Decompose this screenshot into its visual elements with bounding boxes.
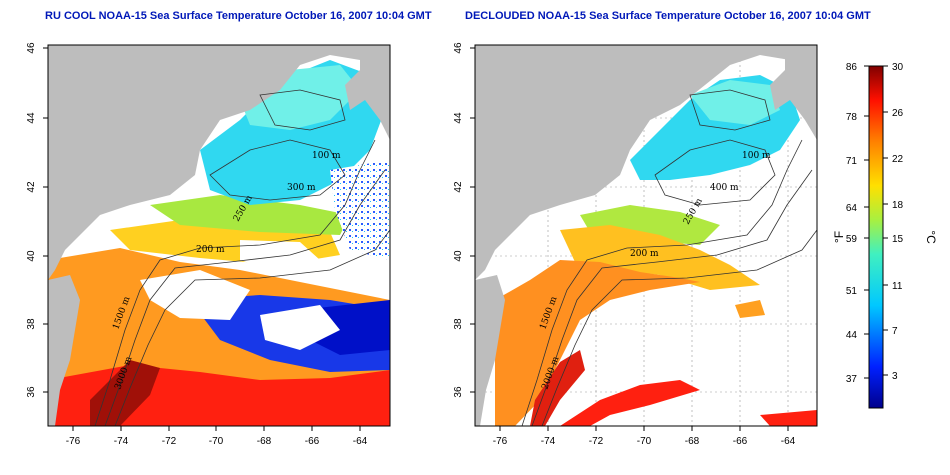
colorbar-fahrenheit-unit: °F <box>832 231 846 243</box>
right-sst-red-east <box>760 410 817 426</box>
right-isobath-label: 200 m <box>630 249 659 259</box>
left-isobath-contours <box>94 89 390 426</box>
colorbar-f-label: 78 <box>846 112 858 123</box>
left-y-tick-label: 46 <box>26 42 37 54</box>
left-sst-light-cyan <box>240 65 360 130</box>
left-y-tick-label: 36 <box>26 386 37 398</box>
right-x-tick-label: -68 <box>685 436 700 447</box>
colorbar-f-label: 37 <box>846 374 858 385</box>
right-land-novascotia <box>770 45 817 140</box>
left-isobath-label: 300 m <box>287 183 316 193</box>
left-x-tick-label: -64 <box>353 436 368 447</box>
left-x-tick-label: -66 <box>305 436 320 447</box>
left-y-ticks <box>43 47 48 393</box>
left-land-southeast-coast <box>48 275 80 426</box>
left-land-novascotia <box>345 45 390 140</box>
colorbar-c-label: 22 <box>892 154 904 165</box>
left-isobath-label: 100 m <box>312 151 341 161</box>
right-map-frame <box>474 44 818 427</box>
colorbar-f-label: 71 <box>846 156 858 167</box>
colorbar-f-label: 86 <box>846 62 858 73</box>
left-x-tick-label: -70 <box>209 436 224 447</box>
left-x-tick-label: -68 <box>257 436 272 447</box>
right-x-tick-label: -74 <box>541 436 556 447</box>
colorbar-c-label: 18 <box>892 200 904 211</box>
colorbar-gradient <box>868 65 884 409</box>
colorbar-c-label: 3 <box>892 371 898 382</box>
right-x-tick-label: -70 <box>637 436 652 447</box>
right-sst-red-offshore <box>560 380 700 426</box>
right-y-tick-label: 46 <box>453 42 464 54</box>
left-cloud-patch-2 <box>260 305 340 350</box>
right-y-tick-label: 40 <box>453 250 464 262</box>
colorbar-f-label: 51 <box>846 286 858 297</box>
right-map-panel: 100 m 400 m 250 m 200 m 2000 m 1500 m -7… <box>453 42 818 447</box>
right-y-ticks <box>470 47 475 393</box>
right-sst-red-coast <box>530 350 585 426</box>
left-y-tick-label: 44 <box>26 112 37 124</box>
left-isobath-label: 200 m <box>196 245 225 255</box>
right-map-title: DECLOUDED NOAA-15 Sea Surface Temperatur… <box>465 10 871 22</box>
colorbar: 86 78 71 64 59 51 44 37 30 26 22 18 15 1… <box>832 62 938 409</box>
left-x-ticks <box>72 426 361 431</box>
left-sst-green <box>150 195 350 235</box>
right-isobath-label: 100 m <box>742 151 771 161</box>
left-sst-dark-red <box>90 360 160 426</box>
left-cloud-patch-3 <box>330 160 390 260</box>
colorbar-c-label: 15 <box>892 234 904 245</box>
right-isobath-label: 400 m <box>710 183 739 193</box>
right-y-tick-label: 44 <box>453 112 464 124</box>
left-map-panel: 100 m 300 m 250 m 200 m 3000 m 1500 m -7… <box>26 42 391 447</box>
left-y-tick-label: 40 <box>26 250 37 262</box>
colorbar-f-label: 44 <box>846 330 858 341</box>
colorbar-c-label: 30 <box>892 62 904 73</box>
right-sst-light-cyan <box>690 80 780 125</box>
colorbar-celsius-unit: °C <box>924 230 938 244</box>
right-sst-yellow <box>560 225 760 290</box>
right-y-tick-label: 42 <box>453 181 464 193</box>
right-isobath-contours <box>521 89 817 426</box>
colorbar-ticks <box>864 65 888 379</box>
right-x-tick-label: -64 <box>781 436 796 447</box>
right-sst-orange-small <box>735 300 765 318</box>
right-x-tick-label: -66 <box>733 436 748 447</box>
colorbar-f-label: 64 <box>846 203 858 214</box>
left-x-tick-label: -76 <box>66 436 81 447</box>
right-land-northeast <box>475 45 817 280</box>
left-x-tick-label: -74 <box>114 436 129 447</box>
left-x-tick-label: -72 <box>162 436 177 447</box>
right-land-southeast-coast <box>475 275 505 426</box>
right-x-tick-label: -76 <box>493 436 508 447</box>
left-y-tick-label: 38 <box>26 318 37 330</box>
right-y-tick-label: 38 <box>453 318 464 330</box>
right-x-ticks <box>499 426 789 431</box>
colorbar-f-label: 59 <box>846 234 858 245</box>
right-y-tick-label: 36 <box>453 386 464 398</box>
left-map-frame <box>47 44 391 427</box>
left-land-northeast <box>48 45 390 280</box>
colorbar-c-label: 7 <box>892 326 898 337</box>
left-cloud-patch-4 <box>240 240 320 270</box>
colorbar-c-label: 26 <box>892 108 904 119</box>
right-x-tick-label: -72 <box>589 436 604 447</box>
left-y-tick-label: 42 <box>26 181 37 193</box>
colorbar-c-label: 11 <box>892 281 903 292</box>
left-map-title: RU COOL NOAA-15 Sea Surface Temperature … <box>45 10 432 22</box>
